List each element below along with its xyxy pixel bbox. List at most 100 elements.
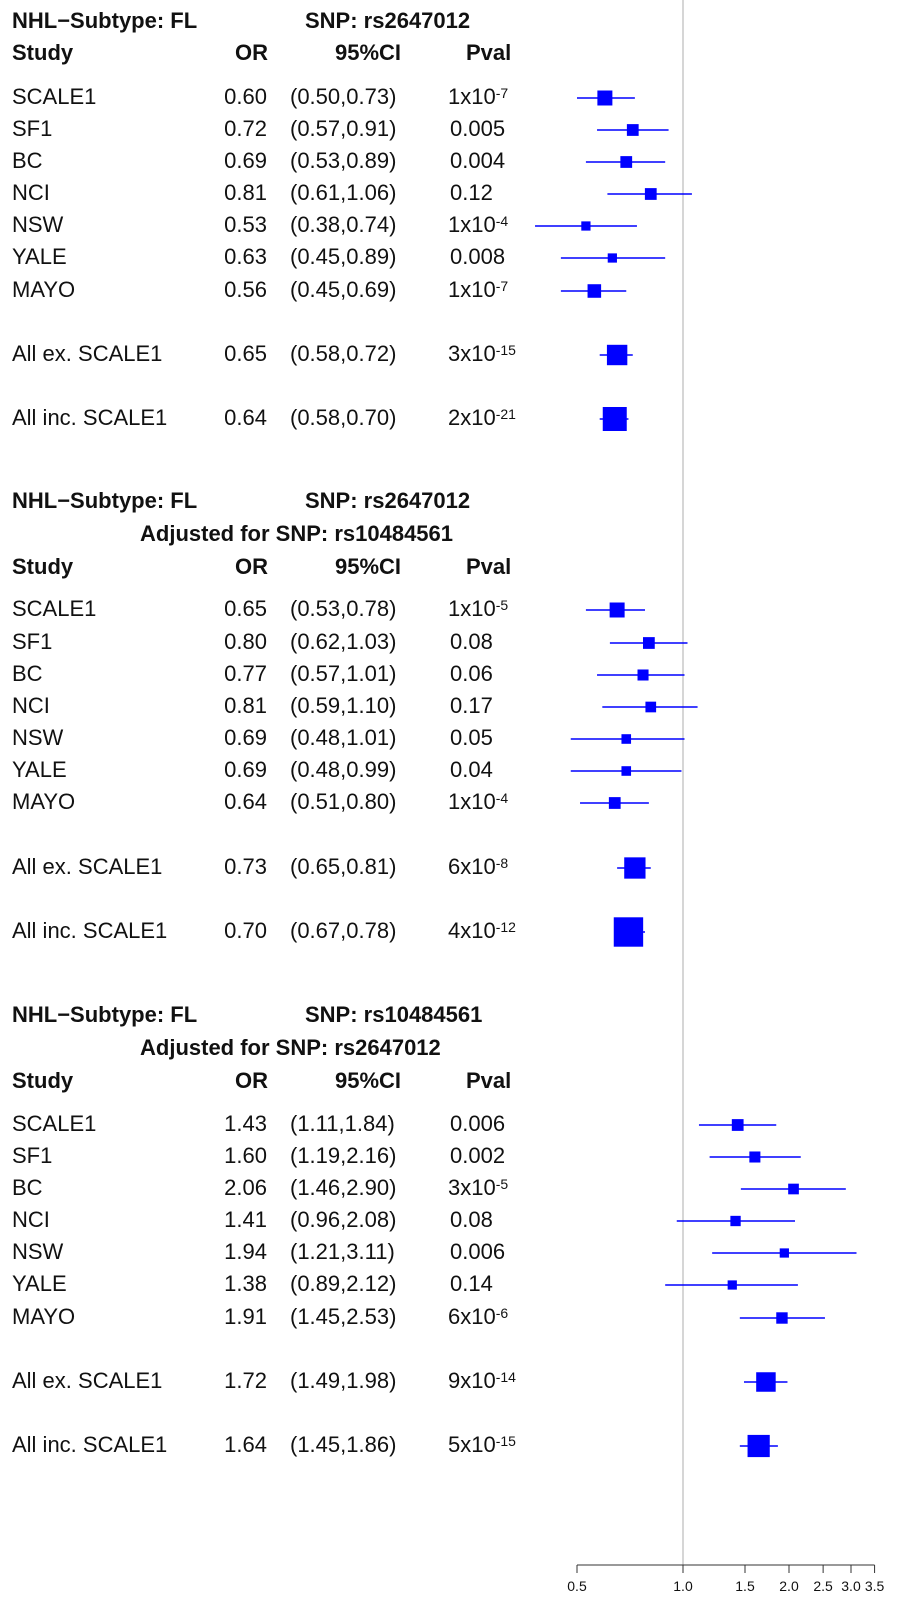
- or-point-square: [621, 734, 632, 744]
- panel-title-snp: SNP: rs10484561: [305, 1002, 483, 1027]
- row-or-value: 0.53: [224, 212, 267, 237]
- panel-subtitle: Adjusted for SNP: rs10484561: [140, 521, 454, 546]
- or-point-square: [731, 1119, 744, 1131]
- row-study-label: BC: [12, 148, 43, 173]
- row-ci-value: (0.51,0.80): [290, 789, 397, 814]
- row-study-label: All inc. SCALE1: [12, 1432, 168, 1457]
- x-tick-label: 1.0: [673, 1578, 693, 1594]
- row-or-value: 0.64: [224, 405, 267, 430]
- row-or-value: 1.38: [224, 1271, 267, 1296]
- row-pval-base: 1x10: [448, 84, 496, 109]
- row-or-value: 1.41: [224, 1207, 267, 1232]
- or-point-square: [644, 188, 657, 200]
- column-header-pval: Pval: [466, 1068, 512, 1093]
- row-pval: 5x10-15: [448, 1434, 516, 1456]
- column-header-or: OR: [235, 1068, 268, 1093]
- panel-title-snp: SNP: rs2647012: [305, 488, 471, 513]
- row-pval-base: 0.06: [450, 661, 493, 686]
- or-point-square: [602, 407, 627, 431]
- row-study-label: YALE: [12, 757, 67, 782]
- column-header-ci: 95%CI: [335, 554, 402, 579]
- row-pval: 3x10-15: [448, 343, 516, 365]
- row-pval: 1x10-7: [448, 86, 508, 108]
- x-tick-label: 1.5: [735, 1578, 755, 1594]
- row-pval-base: 2x10: [448, 405, 496, 430]
- row-ci-value: (0.58,0.72): [290, 341, 397, 366]
- row-pval: 0.006: [450, 1113, 505, 1135]
- row-pval: 0.002: [450, 1145, 505, 1167]
- row-study-label: YALE: [12, 244, 67, 269]
- row-study-label: SF1: [12, 629, 53, 654]
- row-ci-value: (0.57,0.91): [290, 116, 397, 141]
- row-pval-base: 3x10: [448, 1175, 496, 1200]
- row-pval-exponent: -7: [495, 84, 509, 101]
- row-ci-value: (1.21,3.11): [290, 1239, 395, 1264]
- row-study-label: All inc. SCALE1: [12, 918, 168, 943]
- row-study-label: All ex. SCALE1: [12, 854, 163, 879]
- or-point-square: [581, 221, 591, 231]
- x-tick-label: 3.0: [841, 1578, 861, 1594]
- or-point-square: [587, 284, 602, 298]
- row-ci-value: (0.57,1.01): [290, 661, 397, 686]
- row-pval-base: 1x10: [448, 596, 496, 621]
- row-pval: 0.006: [450, 1241, 505, 1263]
- row-pval-base: 3x10: [448, 341, 496, 366]
- or-point-square: [608, 797, 621, 809]
- row-pval-base: 0.04: [450, 757, 493, 782]
- row-study-label: NSW: [12, 725, 64, 750]
- row-pval-exponent: -6: [495, 1304, 509, 1321]
- column-header-study: Study: [12, 1068, 74, 1093]
- row-or-value: 1.91: [224, 1304, 267, 1329]
- column-header-or: OR: [235, 40, 268, 65]
- row-pval: 0.004: [450, 150, 505, 172]
- or-point-square: [620, 156, 633, 168]
- panel-title-subtype: NHL−Subtype: FL: [12, 8, 198, 33]
- row-study-label: SF1: [12, 116, 53, 141]
- row-pval-exponent: -21: [495, 405, 516, 422]
- row-ci-value: (0.59,1.10): [290, 693, 397, 718]
- column-header-study: Study: [12, 40, 74, 65]
- or-point-square: [621, 766, 632, 776]
- or-point-square: [626, 124, 639, 136]
- row-or-value: 1.72: [224, 1368, 267, 1393]
- row-study-label: SCALE1: [12, 596, 97, 621]
- row-pval: 1x10-5: [448, 598, 508, 620]
- x-tick-label: 0.5: [567, 1578, 587, 1594]
- row-pval-exponent: -12: [495, 918, 516, 935]
- or-point-square: [597, 90, 613, 106]
- or-point-square: [747, 1434, 770, 1458]
- row-ci-value: (0.48,0.99): [290, 757, 397, 782]
- row-or-value: 1.43: [224, 1111, 267, 1136]
- column-header-ci: 95%CI: [335, 40, 402, 65]
- row-pval-base: 0.008: [450, 244, 506, 269]
- row-pval: 0.12: [450, 182, 493, 204]
- row-pval-base: 0.08: [450, 629, 493, 654]
- row-pval-exponent: -7: [495, 277, 509, 294]
- panel-subtitle: Adjusted for SNP: rs2647012: [140, 1035, 441, 1060]
- row-or-value: 0.69: [224, 148, 267, 173]
- row-pval-base: 0.006: [450, 1239, 506, 1264]
- row-study-label: NCI: [12, 180, 50, 205]
- row-pval-base: 0.004: [450, 148, 506, 173]
- row-pval-base: 4x10: [448, 918, 496, 943]
- row-or-value: 0.72: [224, 116, 267, 141]
- row-study-label: SCALE1: [12, 1111, 97, 1136]
- row-ci-value: (0.38,0.74): [290, 212, 397, 237]
- or-point-square: [607, 253, 617, 263]
- row-or-value: 0.81: [224, 693, 267, 718]
- row-pval-base: 1x10: [448, 212, 496, 237]
- row-ci-value: (0.53,0.78): [290, 596, 397, 621]
- row-pval: 4x10-12: [448, 920, 516, 942]
- row-or-value: 0.64: [224, 789, 267, 814]
- row-ci-value: (0.65,0.81): [290, 854, 397, 879]
- row-pval-base: 1x10: [448, 277, 496, 302]
- row-study-label: NSW: [12, 1239, 64, 1264]
- or-point-square: [788, 1183, 799, 1195]
- row-or-value: 0.77: [224, 661, 267, 686]
- row-pval-base: 0.12: [450, 180, 493, 205]
- row-or-value: 0.69: [224, 725, 267, 750]
- row-pval-exponent: -15: [495, 341, 516, 358]
- row-pval: 2x10-21: [448, 407, 516, 429]
- row-ci-value: (1.45,1.86): [290, 1432, 397, 1457]
